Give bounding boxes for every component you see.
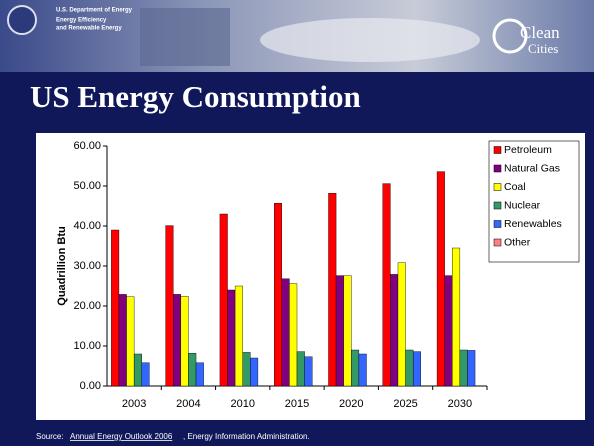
bar [304,356,313,387]
bar [141,362,150,387]
bar [180,296,189,387]
brand-logo [492,18,528,54]
office: and Renewable Energy [56,26,122,32]
x-tick-label: 2004 [176,398,200,410]
legend-label: Coal [504,181,526,193]
bar [219,213,228,387]
bar [397,262,406,387]
legend-swatch [493,183,502,191]
bar [444,275,453,387]
x-tick-label: 2015 [285,398,309,410]
bar [296,351,305,387]
legend-label: Nuclear [504,199,541,211]
x-tick-label: 2010 [230,398,254,410]
legend-label: Renewables [504,218,562,230]
bar [436,171,445,387]
bar [467,350,476,387]
bar [459,349,468,387]
bar [390,274,399,387]
y-tick-label: 50.00 [73,180,101,192]
car-image [260,18,480,62]
bar [173,294,182,387]
brand: Cities [528,41,558,56]
y-tick-label: 30.00 [73,260,101,272]
bar [133,353,142,387]
bar [335,275,344,387]
bar [234,285,243,387]
y-tick-label: 20.00 [73,300,101,312]
y-tick-label: 10.00 [73,340,101,352]
bar [328,192,337,387]
bar [126,296,135,387]
bar [250,357,259,387]
doe-logo [7,5,37,35]
office: Energy Efficiency [56,18,107,24]
legend-label: Natural Gas [504,162,560,174]
legend-swatch [493,201,502,210]
bar [405,349,414,387]
bar [118,294,127,387]
bar [351,349,360,387]
city-image [140,8,230,66]
source-prefix: Source: [36,432,64,441]
bar [382,183,391,387]
y-axis-label: Quadrillion Btu [56,226,68,305]
x-tick-label: 2025 [393,398,417,410]
bar [165,225,174,387]
bar [452,247,461,387]
brand: Clean [520,23,560,42]
bar [227,289,236,387]
bar [281,278,290,387]
legend-swatch [493,238,502,247]
bar [274,202,283,387]
bar [343,275,352,387]
bar [188,353,197,387]
legend-box [488,140,580,263]
y-tick-label: 0.00 [80,380,101,392]
source-suffix: , Energy Information Administration. [183,432,310,441]
bar [111,229,120,387]
x-tick-label: 2020 [339,398,363,410]
bar [358,353,367,387]
source-link[interactable]: Annual Energy Outlook 2006 [70,432,173,441]
bar [242,352,251,387]
bar [289,283,298,387]
bar [412,351,421,387]
x-tick-label: 2030 [448,398,472,410]
x-tick-label: 2003 [122,398,146,410]
legend-label: Petroleum [504,144,552,156]
y-tick-label: 40.00 [73,220,101,232]
y-tick-label: 60.00 [73,140,101,152]
agency: U.S. Department of Energy [56,8,133,14]
legend-label: Other [504,236,531,248]
legend-swatch [493,164,502,173]
legend-swatch [493,220,502,228]
bar [195,362,204,387]
chart-title: US Energy Consumption [30,79,361,114]
legend-swatch [493,146,502,154]
